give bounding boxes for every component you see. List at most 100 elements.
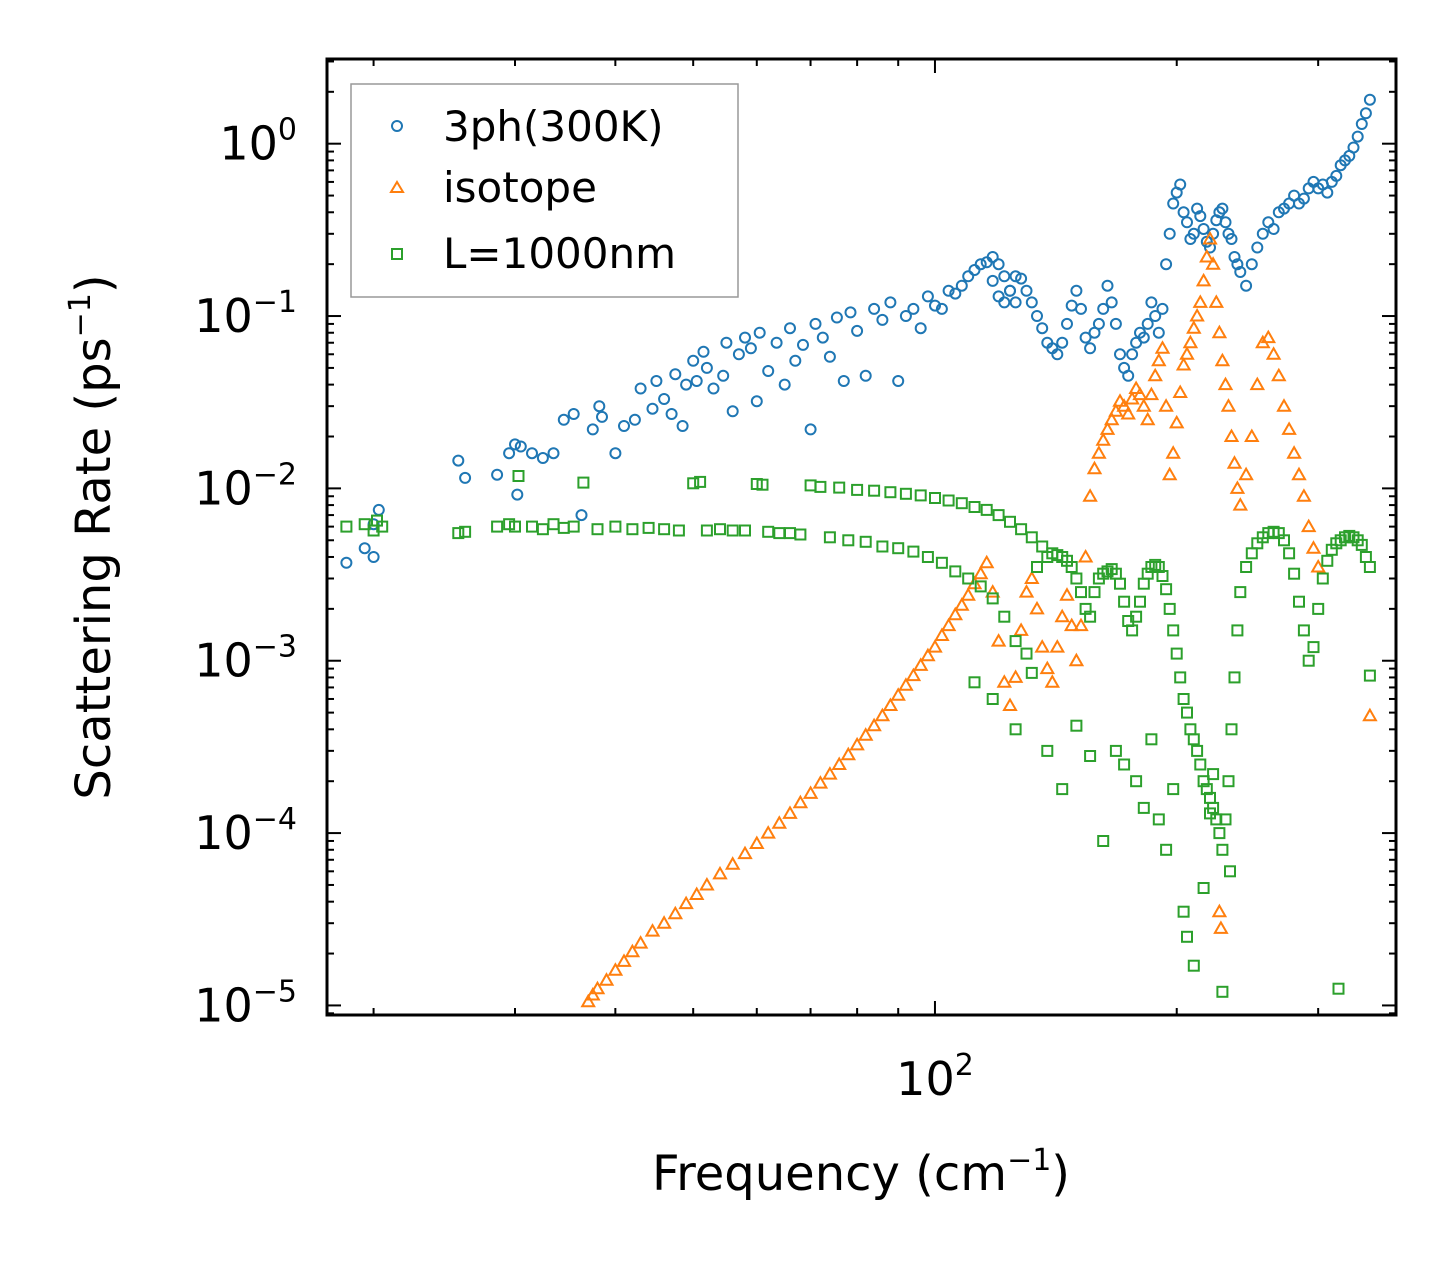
data-point (1177, 905, 1190, 918)
data-point (1291, 466, 1307, 481)
data-point (949, 565, 962, 578)
data-point (1118, 758, 1131, 771)
data-point (954, 597, 970, 611)
data-point (1137, 801, 1150, 814)
data-point (1013, 622, 1029, 636)
legend-frame (350, 83, 739, 298)
data-point (1192, 294, 1209, 308)
data-point (1084, 610, 1097, 623)
data-point (1307, 641, 1320, 654)
data-point (1211, 903, 1228, 918)
data-point (1208, 294, 1225, 308)
y-tick-exponent: −4 (253, 802, 297, 837)
data-point (1075, 302, 1087, 315)
data-point (1086, 460, 1103, 475)
data-point (1167, 783, 1180, 796)
data-point (984, 584, 1001, 598)
data-point (898, 677, 914, 691)
data-point (609, 520, 622, 533)
data-point (949, 287, 962, 300)
data-point (591, 523, 604, 536)
data-point (1095, 432, 1111, 446)
x-tick-exponent: 2 (955, 1048, 974, 1083)
data-point (1141, 317, 1154, 330)
data-point (1363, 93, 1376, 106)
data-point (586, 423, 599, 436)
data-point (929, 299, 941, 312)
data-point (1288, 567, 1301, 580)
data-point (724, 856, 741, 870)
data-point (1084, 342, 1097, 355)
data-point (750, 395, 763, 408)
data-point (694, 475, 707, 488)
data-point (1229, 480, 1246, 494)
data-point (823, 531, 836, 544)
data-point (1219, 813, 1232, 826)
data-point (1149, 558, 1162, 571)
data-point (1205, 256, 1221, 270)
data-point (1088, 586, 1101, 599)
y-tick-exponent: −3 (253, 630, 297, 665)
data-point (804, 423, 817, 436)
data-point (1097, 302, 1110, 315)
data-point (1134, 595, 1146, 608)
data-point (947, 606, 964, 621)
y-tick-base: 10 (194, 806, 253, 860)
data-point (1296, 488, 1312, 502)
data-point (577, 476, 590, 489)
data-point (1039, 660, 1056, 675)
data-point (1216, 202, 1229, 215)
data-point (1015, 272, 1028, 285)
data-point (1160, 258, 1173, 271)
data-point (726, 405, 739, 418)
data-point (459, 471, 472, 484)
plot-frame (325, 57, 1398, 1017)
data-point (1018, 584, 1035, 598)
data-point (1223, 428, 1240, 442)
data-point (609, 447, 622, 460)
data-point (1293, 595, 1305, 608)
data-point (744, 342, 757, 355)
data-point (1161, 466, 1178, 481)
data-point (717, 369, 730, 382)
data-point (778, 378, 791, 391)
data-point (358, 518, 371, 531)
data-point (547, 447, 560, 460)
data-point (628, 413, 641, 426)
data-point (884, 486, 897, 499)
data-point (1061, 317, 1073, 330)
data-point (921, 290, 934, 303)
data-point (697, 345, 710, 358)
data-point (942, 284, 955, 297)
data-point (1163, 227, 1176, 240)
data-point (1231, 258, 1244, 271)
data-point (699, 876, 715, 891)
data-point (459, 525, 472, 538)
data-point (526, 447, 538, 460)
data-point (859, 535, 872, 548)
data-point (1103, 411, 1120, 426)
data-point (1245, 258, 1258, 271)
data-point (1065, 561, 1078, 573)
data-point (596, 410, 608, 423)
data-point (737, 845, 753, 860)
y-tick-exponent: −2 (253, 457, 297, 492)
data-point (1182, 334, 1199, 349)
data-point (851, 324, 864, 337)
data-point (968, 501, 981, 513)
data-point (1120, 405, 1136, 420)
data-point (1225, 723, 1238, 736)
data-point (1130, 775, 1143, 788)
data-point (884, 296, 897, 309)
data-point (1194, 758, 1207, 771)
data-point (1024, 570, 1040, 584)
data-point (1224, 865, 1236, 878)
data-point (890, 687, 906, 701)
data-points (340, 93, 1378, 1008)
data-point (1181, 706, 1193, 719)
data-point (940, 617, 957, 632)
data-point (1070, 572, 1083, 585)
data-point (1281, 421, 1297, 435)
data-point (669, 368, 682, 381)
data-point (978, 554, 995, 569)
